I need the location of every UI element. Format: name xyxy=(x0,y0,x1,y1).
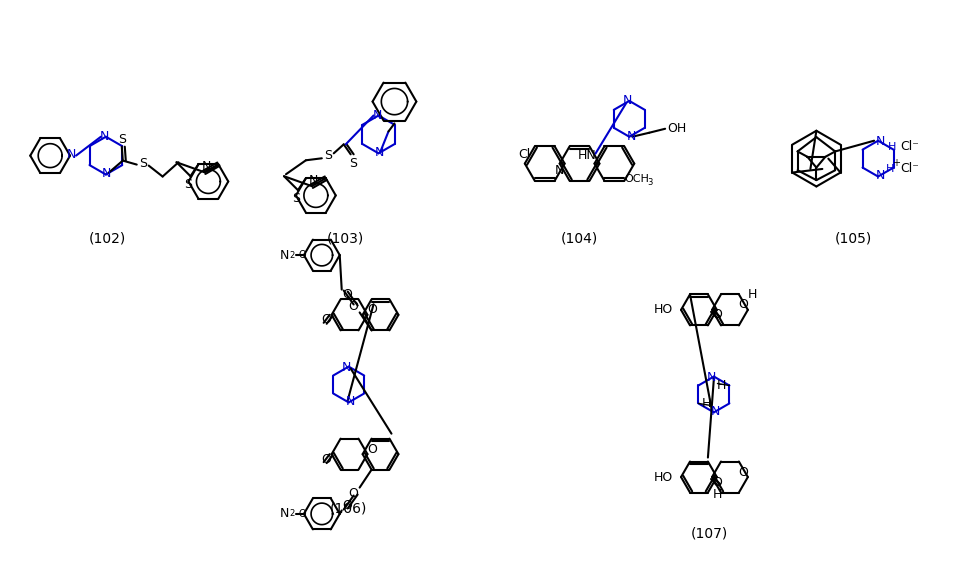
Text: N: N xyxy=(555,164,564,177)
Text: N: N xyxy=(202,160,211,173)
Text: S: S xyxy=(184,178,192,191)
Text: O: O xyxy=(738,298,748,311)
Text: S: S xyxy=(292,192,300,204)
Text: 2: 2 xyxy=(289,251,295,260)
Text: H: H xyxy=(888,142,896,152)
Text: N: N xyxy=(875,135,885,148)
Text: (104): (104) xyxy=(561,231,598,245)
Text: H: H xyxy=(712,488,721,501)
Text: N: N xyxy=(712,405,720,418)
Text: HO: HO xyxy=(654,470,672,483)
Text: (106): (106) xyxy=(330,502,367,516)
Text: O: O xyxy=(298,250,305,260)
Text: S: S xyxy=(348,157,356,170)
Text: N: N xyxy=(342,361,351,374)
Text: (107): (107) xyxy=(690,527,727,541)
Text: N: N xyxy=(102,167,111,180)
Text: N: N xyxy=(309,174,318,187)
Text: (105): (105) xyxy=(834,231,872,245)
Text: S: S xyxy=(324,149,332,162)
Text: N: N xyxy=(375,146,385,159)
Text: HO: HO xyxy=(654,303,672,316)
Text: O: O xyxy=(368,303,378,316)
Text: +: + xyxy=(892,157,900,168)
Text: O: O xyxy=(342,288,351,301)
Text: N: N xyxy=(66,148,76,161)
Text: S: S xyxy=(118,133,126,146)
Text: N: N xyxy=(708,371,716,384)
Text: N: N xyxy=(346,395,355,408)
Text: O: O xyxy=(342,499,351,512)
Text: O: O xyxy=(348,300,358,313)
Text: H: H xyxy=(749,289,757,302)
Text: HN: HN xyxy=(578,149,597,162)
Text: OH: OH xyxy=(668,122,687,135)
Text: O: O xyxy=(712,308,722,321)
Text: O: O xyxy=(322,453,332,466)
Text: O: O xyxy=(738,466,748,479)
Text: N: N xyxy=(875,169,885,182)
Text: H: H xyxy=(716,379,726,392)
Text: 3: 3 xyxy=(647,178,653,187)
Text: Cl: Cl xyxy=(518,148,531,161)
Text: N: N xyxy=(101,130,109,143)
Text: Cl⁻: Cl⁻ xyxy=(901,140,919,153)
Text: Cl⁻: Cl⁻ xyxy=(901,162,919,175)
Text: O: O xyxy=(298,509,305,519)
Text: S: S xyxy=(139,157,146,170)
Text: N: N xyxy=(623,95,632,108)
Text: (102): (102) xyxy=(88,231,126,245)
Text: O: O xyxy=(348,487,358,500)
Text: OCH: OCH xyxy=(625,174,649,184)
Text: O: O xyxy=(712,475,722,488)
Text: N: N xyxy=(627,130,636,143)
Text: O: O xyxy=(368,443,378,456)
Text: 2: 2 xyxy=(289,509,295,518)
Text: O: O xyxy=(322,314,332,327)
Text: (103): (103) xyxy=(327,231,364,245)
Text: N: N xyxy=(279,248,289,261)
Text: N: N xyxy=(373,109,383,122)
Text: H: H xyxy=(886,164,894,174)
Text: H: H xyxy=(702,397,712,410)
Text: N: N xyxy=(279,507,289,520)
